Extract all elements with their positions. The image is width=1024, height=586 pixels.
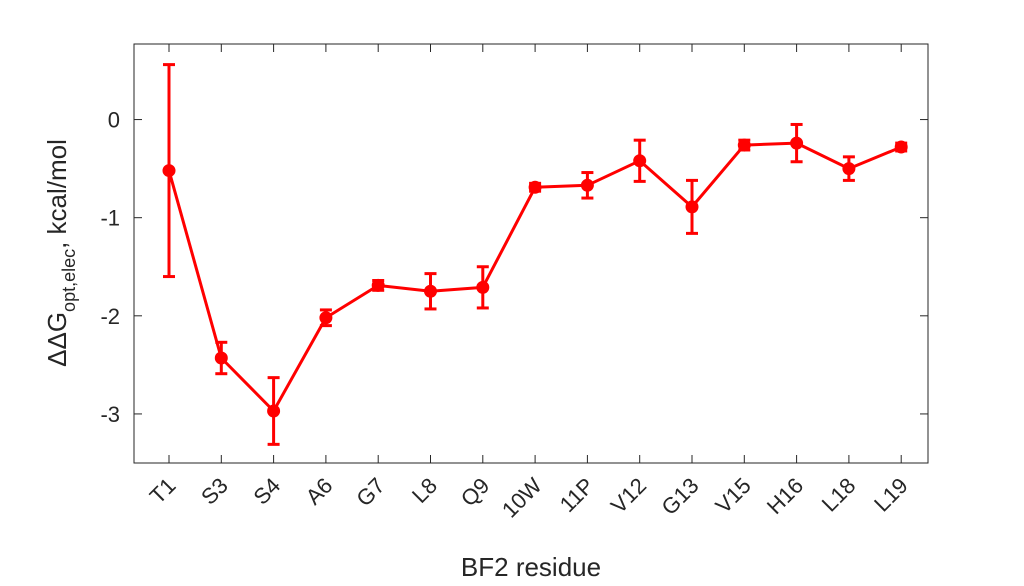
y-tick-label: -1 — [100, 206, 120, 231]
x-tick-label: L19 — [869, 473, 913, 517]
y-axis-label-prefix: ΔΔG — [42, 312, 72, 367]
x-tick-label: H16 — [762, 473, 808, 519]
y-axis-label-subscript: opt,elec — [59, 249, 79, 312]
y-tick-label: -2 — [100, 304, 120, 329]
data-point — [319, 311, 333, 325]
data-point — [633, 154, 647, 168]
x-axis-label: BF2 residue — [461, 552, 601, 582]
x-tick-label: V15 — [710, 473, 755, 518]
x-tick-label: V12 — [606, 473, 651, 518]
y-axis-label-suffix: , kcal/mol — [42, 139, 72, 249]
series-layer — [162, 63, 908, 446]
x-tick-label: G13 — [656, 473, 703, 520]
data-point — [476, 280, 490, 294]
x-tick-label: L8 — [407, 473, 442, 508]
data-point — [424, 284, 437, 298]
data-point — [371, 278, 385, 292]
y-axis: -3 -2 -1 0 — [100, 108, 928, 427]
x-tick-label: L18 — [817, 473, 861, 517]
data-point — [790, 136, 804, 150]
y-tick-label: 0 — [108, 108, 120, 133]
y-axis-label: ΔΔGopt,elec, kcal/mol — [42, 139, 79, 367]
x-tick-label: S4 — [248, 473, 285, 510]
x-tick-label: 11P — [555, 473, 599, 517]
data-point — [162, 164, 176, 178]
x-tick-label: Q9 — [456, 473, 494, 511]
data-point — [894, 140, 908, 154]
data-point — [267, 404, 281, 418]
x-tick-label: A6 — [301, 473, 338, 510]
x-tick-label: 10W — [497, 473, 547, 523]
data-point — [842, 162, 856, 176]
x-tick-label: S3 — [196, 473, 233, 510]
x-tick-label: T1 — [145, 473, 181, 509]
data-point — [214, 351, 228, 365]
y-tick-label: -3 — [100, 402, 120, 427]
x-tick-label: G7 — [351, 473, 389, 511]
data-point — [685, 200, 699, 214]
plot-area — [133, 43, 929, 464]
data-point — [737, 138, 751, 152]
data-point — [528, 180, 542, 194]
data-point — [580, 178, 594, 192]
